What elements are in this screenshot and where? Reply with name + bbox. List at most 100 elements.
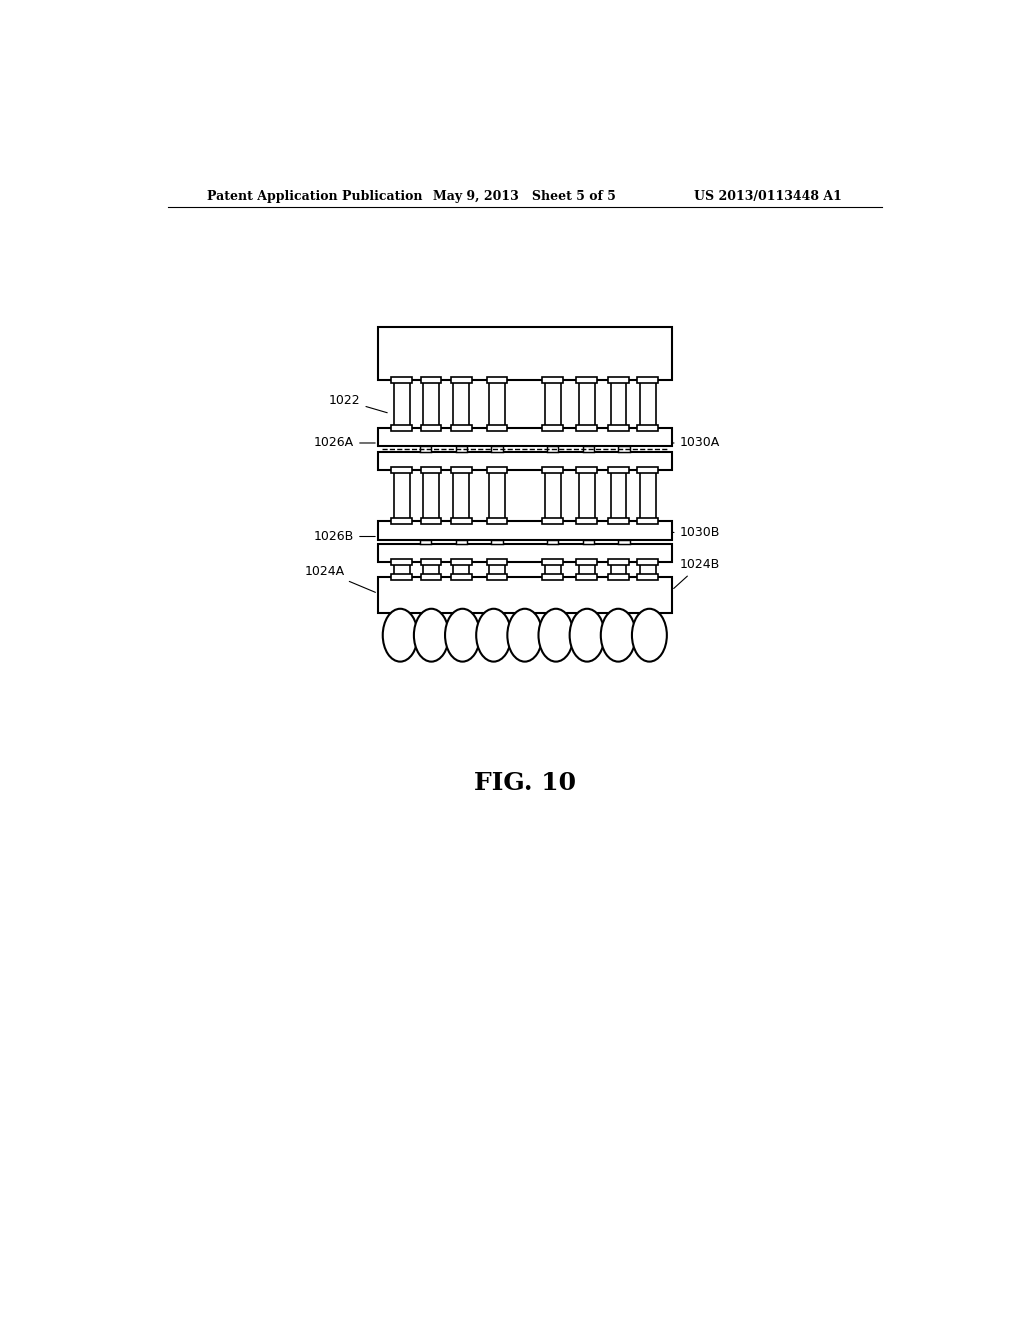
Bar xyxy=(391,467,412,474)
Bar xyxy=(454,562,469,577)
Bar xyxy=(579,470,595,521)
Ellipse shape xyxy=(476,609,511,661)
Bar xyxy=(394,470,410,521)
Bar xyxy=(486,558,507,565)
Text: US 2013/0113448 A1: US 2013/0113448 A1 xyxy=(694,190,842,202)
Bar xyxy=(640,562,655,577)
Bar xyxy=(391,425,412,430)
Bar xyxy=(486,574,507,581)
Bar xyxy=(577,558,597,565)
Bar xyxy=(451,425,472,430)
Bar xyxy=(545,562,560,577)
Bar xyxy=(543,574,563,581)
Bar xyxy=(486,425,507,430)
Bar xyxy=(423,562,439,577)
Text: 1024A: 1024A xyxy=(304,565,376,593)
Bar xyxy=(640,470,655,521)
Text: 1026B: 1026B xyxy=(314,531,375,543)
Bar xyxy=(492,446,503,453)
Bar xyxy=(421,425,441,430)
Ellipse shape xyxy=(383,609,418,661)
Text: 1030A: 1030A xyxy=(672,437,720,450)
Text: May 9, 2013   Sheet 5 of 5: May 9, 2013 Sheet 5 of 5 xyxy=(433,190,616,202)
Bar xyxy=(451,519,472,524)
Bar xyxy=(579,562,595,577)
Text: 1024B: 1024B xyxy=(674,558,720,589)
Ellipse shape xyxy=(507,609,543,661)
Ellipse shape xyxy=(569,609,604,661)
Bar xyxy=(640,380,655,428)
Bar xyxy=(610,380,627,428)
Bar xyxy=(608,558,629,565)
Bar xyxy=(378,544,672,562)
Bar xyxy=(638,467,658,474)
Bar xyxy=(456,446,467,453)
Bar xyxy=(378,453,672,470)
Bar xyxy=(456,540,467,544)
Ellipse shape xyxy=(601,609,636,661)
Bar xyxy=(486,378,507,383)
Bar xyxy=(391,519,412,524)
Bar xyxy=(492,540,503,544)
Text: 1030B: 1030B xyxy=(672,525,720,539)
Bar xyxy=(391,558,412,565)
Bar xyxy=(545,380,560,428)
Bar xyxy=(608,425,629,430)
Bar xyxy=(420,540,431,544)
Bar xyxy=(543,378,563,383)
Text: Patent Application Publication: Patent Application Publication xyxy=(207,190,423,202)
Ellipse shape xyxy=(539,609,573,661)
Bar xyxy=(547,540,558,544)
Bar xyxy=(545,470,560,521)
Bar xyxy=(577,574,597,581)
Bar xyxy=(423,470,439,521)
Bar xyxy=(547,446,558,453)
Bar xyxy=(421,378,441,383)
Bar xyxy=(638,519,658,524)
Bar xyxy=(610,562,627,577)
Bar xyxy=(486,467,507,474)
Bar xyxy=(486,519,507,524)
Bar xyxy=(638,425,658,430)
Bar xyxy=(451,574,472,581)
Bar xyxy=(543,425,563,430)
Bar xyxy=(451,378,472,383)
Bar xyxy=(583,446,594,453)
Bar xyxy=(489,380,505,428)
Bar xyxy=(618,540,630,544)
Text: 1026A: 1026A xyxy=(314,437,375,450)
Bar xyxy=(618,446,630,453)
Bar xyxy=(378,327,672,380)
Bar xyxy=(543,519,563,524)
Bar xyxy=(378,577,672,612)
Bar xyxy=(421,558,441,565)
Bar xyxy=(454,380,469,428)
Bar xyxy=(378,521,672,540)
Bar xyxy=(608,574,629,581)
Bar xyxy=(421,574,441,581)
Ellipse shape xyxy=(632,609,667,661)
Ellipse shape xyxy=(445,609,480,661)
Bar xyxy=(421,519,441,524)
Bar xyxy=(489,562,505,577)
Bar xyxy=(378,428,672,446)
Bar xyxy=(608,467,629,474)
Bar xyxy=(638,574,658,581)
Bar xyxy=(577,378,597,383)
Ellipse shape xyxy=(414,609,449,661)
Bar xyxy=(583,540,594,544)
Bar xyxy=(638,378,658,383)
Bar xyxy=(608,378,629,383)
Bar xyxy=(394,380,410,428)
Bar xyxy=(577,425,597,430)
Bar xyxy=(577,467,597,474)
Bar xyxy=(421,467,441,474)
Bar xyxy=(391,574,412,581)
Bar xyxy=(423,380,439,428)
Bar xyxy=(608,519,629,524)
Bar xyxy=(543,467,563,474)
Bar xyxy=(638,558,658,565)
Bar xyxy=(391,378,412,383)
Bar xyxy=(579,380,595,428)
Bar xyxy=(610,470,627,521)
